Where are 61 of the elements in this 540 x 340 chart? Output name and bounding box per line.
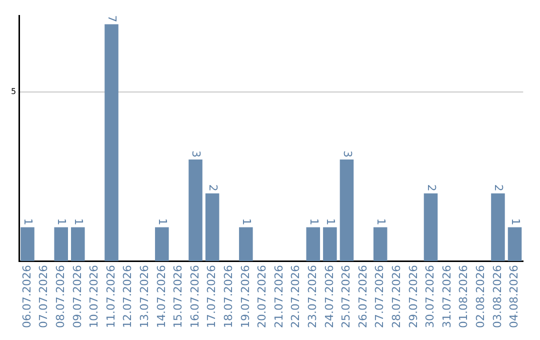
x-tick-label: 25.07.2026	[340, 265, 353, 328]
x-tick-label: 11.07.2026	[104, 265, 118, 328]
data-label: 1	[240, 218, 254, 226]
y-tick-label: 5	[10, 86, 16, 96]
bar	[508, 227, 522, 262]
x-tick-label: 24.07.2026	[322, 265, 336, 328]
data-label: 1	[374, 218, 388, 226]
x-tick-label: 14.07.2026	[154, 265, 168, 328]
x-tick-label: 04.08.2026	[508, 265, 521, 328]
bar	[54, 227, 68, 262]
x-tick-label: 02.08.2026	[474, 265, 488, 328]
bar	[188, 160, 202, 262]
data-label: 3	[190, 150, 203, 158]
x-tick-label: 06.07.2026	[20, 265, 34, 328]
bar	[71, 227, 85, 262]
x-tick-label: 03.08.2026	[490, 265, 504, 328]
bar	[491, 193, 505, 262]
data-label: 1	[324, 218, 338, 226]
data-label: 1	[72, 218, 86, 226]
x-tick-label: 27.07.2026	[373, 265, 386, 328]
x-tick-label: 20.07.2026	[256, 265, 269, 328]
x-tick-label: 13.07.2026	[138, 265, 151, 328]
data-label: 2	[492, 184, 506, 192]
x-tick-label: 23.07.2026	[306, 265, 319, 328]
x-tick-label: 26.07.2026	[356, 265, 370, 328]
x-tick-label: 19.07.2026	[238, 265, 252, 328]
bar	[239, 227, 253, 262]
data-label: 1	[156, 218, 170, 226]
x-tick-label: 22.07.2026	[289, 265, 302, 328]
bar	[104, 24, 118, 262]
x-tick-label: 10.07.2026	[88, 265, 101, 328]
x-tick-label: 08.07.2026	[54, 265, 67, 328]
x-tick-label: 12.07.2026	[121, 265, 134, 328]
x-tick-label: 30.07.2026	[424, 265, 437, 328]
bar	[306, 227, 320, 262]
bar	[20, 227, 34, 262]
data-label: 1	[55, 218, 68, 226]
data-label: 2	[424, 184, 438, 192]
x-tick-label: 07.07.2026	[37, 265, 50, 328]
x-tick-label: 18.07.2026	[222, 265, 235, 328]
x-tick-label: 29.07.2026	[406, 265, 420, 328]
x-tick-label: 16.07.2026	[188, 265, 202, 328]
bar	[424, 193, 438, 262]
x-tick-label: 21.07.2026	[272, 265, 286, 328]
x-tick-label: 09.07.2026	[70, 265, 84, 328]
data-label: 7	[106, 15, 119, 22]
bar	[205, 193, 220, 262]
x-tick-label: 28.07.2026	[390, 265, 404, 328]
bar	[340, 160, 354, 262]
bar	[323, 227, 337, 262]
x-tick-label: 15.07.2026	[172, 265, 185, 328]
data-label: 3	[340, 150, 354, 158]
data-label: 2	[206, 184, 220, 192]
bar	[155, 227, 169, 262]
data-label: 1	[508, 218, 522, 226]
data-label: 1	[307, 218, 320, 226]
x-tick-label: 17.07.2026	[205, 265, 218, 328]
x-tick-label: 31.07.2026	[440, 265, 454, 328]
x-tick-label: 01.08.2026	[457, 265, 470, 328]
bar	[373, 227, 388, 262]
data-label: 1	[22, 218, 35, 226]
